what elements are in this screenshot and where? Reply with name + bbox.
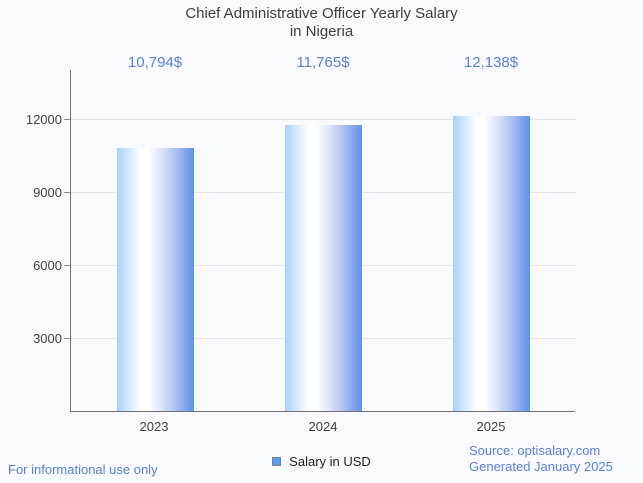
bar-2023 bbox=[117, 148, 194, 411]
x-axis-label-2025: 2025 bbox=[476, 419, 506, 434]
legend-swatch-icon bbox=[272, 457, 282, 466]
x-axis-label-2023: 2023 bbox=[139, 419, 169, 434]
y-axis-label-3000: 3000 bbox=[33, 331, 62, 346]
legend-label: Salary in USD bbox=[289, 454, 371, 469]
disclaimer-text: For informational use only bbox=[8, 462, 158, 477]
chart-title-line1: Chief Administrative Officer Yearly Sala… bbox=[185, 5, 458, 22]
y-axis-label-9000: 9000 bbox=[33, 185, 62, 200]
y-tick-mark-9000 bbox=[64, 192, 70, 193]
plot-area bbox=[70, 70, 576, 412]
source-attribution: Source: optisalary.com Generated January… bbox=[469, 443, 613, 475]
bar-value-label-2024: 11,765$ bbox=[296, 54, 350, 71]
chart-title: Chief Administrative Officer Yearly Sala… bbox=[0, 5, 643, 41]
bar-value-label-2025: 12,138$ bbox=[463, 54, 519, 71]
bar-2024 bbox=[285, 125, 362, 411]
bar-value-label-2023: 10,794$ bbox=[127, 54, 183, 71]
y-axis-label-12000: 12000 bbox=[25, 112, 62, 127]
chart-legend: Salary in USD bbox=[0, 454, 643, 469]
chart-title-line2: in Nigeria bbox=[289, 23, 354, 40]
source-text: Source: optisalary.com bbox=[469, 443, 601, 458]
y-tick-mark-12000 bbox=[64, 119, 70, 120]
gridline-12000 bbox=[71, 119, 576, 120]
bar-2025 bbox=[453, 116, 530, 411]
x-axis-label-2024: 2024 bbox=[308, 419, 338, 434]
generated-text: Generated January 2025 bbox=[469, 459, 613, 474]
y-tick-mark-3000 bbox=[64, 338, 70, 339]
y-tick-mark-6000 bbox=[64, 265, 70, 266]
y-axis-label-6000: 6000 bbox=[33, 258, 62, 273]
